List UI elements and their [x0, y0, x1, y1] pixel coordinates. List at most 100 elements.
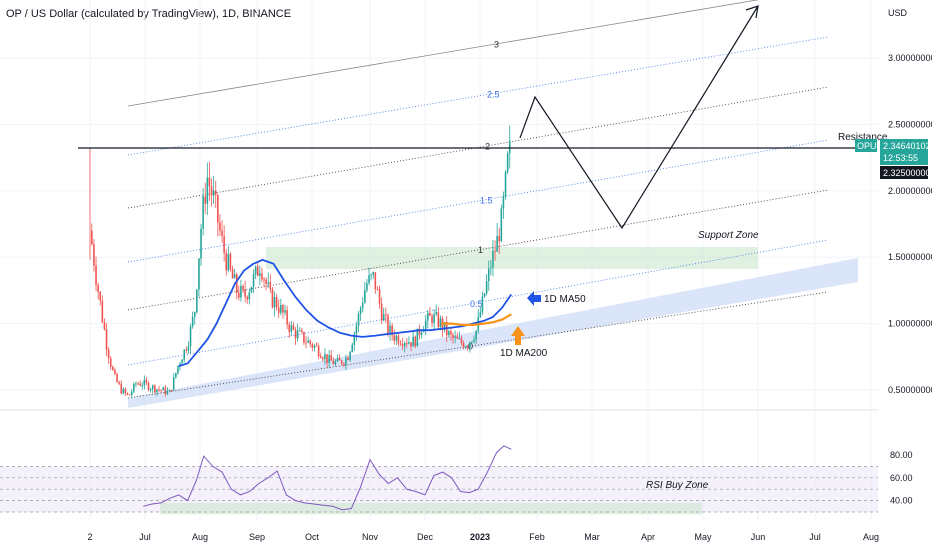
rsi-y-tick-label: 40.00: [890, 496, 913, 506]
candle-body: [214, 190, 217, 195]
candle-body: [139, 383, 141, 386]
candle-body: [431, 315, 433, 323]
candle-body: [370, 274, 372, 276]
fib-label-0.5: 0.5: [470, 299, 483, 309]
currency-label: USD: [888, 8, 908, 18]
candle-body: [162, 387, 165, 391]
candle-body: [311, 344, 314, 348]
candle-body: [242, 286, 244, 290]
candle-body: [487, 268, 490, 282]
candle-body: [355, 325, 358, 334]
candle-body: [490, 267, 492, 269]
candle-body: [401, 344, 404, 347]
candle-body: [172, 377, 175, 390]
x-tick-label: May: [694, 532, 712, 542]
x-tick-label: 2023: [470, 532, 490, 542]
candle-body: [389, 325, 391, 334]
ma50-line: [178, 258, 513, 367]
fib-label-1: 1: [478, 245, 483, 255]
candle-body: [95, 265, 97, 286]
candle-body: [277, 307, 280, 313]
candle-body: [399, 343, 402, 345]
level-tag-bg: [880, 166, 928, 179]
candle-body: [107, 349, 110, 359]
candle-body: [410, 342, 412, 347]
x-tick-label: Jun: [751, 532, 766, 542]
candle-body: [443, 321, 446, 330]
x-tick-label: Nov: [362, 532, 379, 542]
candle-body: [345, 357, 347, 365]
candle-body: [244, 289, 246, 297]
candle-body: [143, 379, 146, 386]
candle-body: [282, 305, 284, 313]
candle-body: [391, 325, 393, 335]
candle-body: [408, 342, 410, 344]
candle-body: [145, 379, 148, 383]
candle-body: [116, 374, 118, 383]
candle-body: [380, 303, 383, 321]
candle-body: [374, 272, 377, 290]
candle-body: [170, 389, 173, 391]
candle-body: [181, 359, 183, 364]
y-tick-label: 1.00000000: [888, 319, 932, 329]
candle-body: [200, 228, 202, 259]
candle-body: [149, 389, 152, 391]
candle-body: [454, 336, 456, 338]
rsi-y-tick-label: 60.00: [890, 473, 913, 483]
projection-path: [519, 5, 759, 230]
ma200-line: [441, 313, 512, 326]
x-tick-label: Jul: [809, 532, 821, 542]
ma200-label: 1D MA200: [500, 348, 548, 359]
candle-body: [137, 383, 139, 385]
candle-body: [166, 390, 169, 395]
candle-body: [298, 330, 301, 332]
candle-body: [252, 274, 255, 288]
candle-body: [351, 344, 354, 352]
x-tick-label: Jul: [139, 532, 151, 542]
candle-body: [187, 346, 190, 351]
candle-body: [130, 391, 133, 395]
candle-body: [91, 230, 93, 245]
candle-body: [126, 393, 129, 395]
candle-body: [193, 312, 196, 317]
candle-body: [435, 312, 438, 315]
last-price-tag: 2.34640102: [883, 141, 931, 151]
candle-body: [305, 342, 307, 344]
rsi-y-tick-label: 80.00: [890, 450, 913, 460]
fib-label-3: 3: [494, 39, 499, 49]
candle-body: [189, 326, 192, 347]
candle-body: [135, 383, 137, 385]
candle-body: [485, 281, 488, 294]
candle-body: [303, 331, 305, 343]
candle-body: [502, 195, 505, 209]
candle-body: [378, 289, 381, 304]
candle-body: [492, 251, 494, 268]
candle-body: [334, 361, 337, 365]
candle-body: [246, 296, 249, 300]
fib-line-0: [127, 291, 829, 399]
x-tick-label: Oct: [305, 532, 320, 542]
candle-body: [385, 314, 387, 316]
candle-body: [368, 275, 370, 284]
candle-body: [261, 273, 263, 280]
candle-body: [322, 357, 324, 360]
candle-body: [275, 297, 278, 308]
candle-body: [313, 345, 316, 348]
candle-body: [154, 385, 156, 393]
candle-body: [332, 360, 335, 365]
candle-body: [336, 358, 339, 362]
candle-body: [357, 313, 360, 326]
candle-body: [156, 389, 158, 393]
rsi-buy-zone-rect: [160, 502, 702, 515]
resistance-label: Resistance: [838, 132, 888, 143]
candle-body: [359, 308, 362, 314]
candle-body: [452, 334, 454, 338]
candle-body: [114, 369, 116, 375]
candle-body: [223, 236, 225, 253]
candle-body: [99, 291, 102, 301]
y-tick-label: 1.50000000: [888, 252, 932, 262]
candle-body: [483, 293, 486, 297]
candle-body: [382, 314, 385, 321]
candle-body: [347, 357, 349, 360]
